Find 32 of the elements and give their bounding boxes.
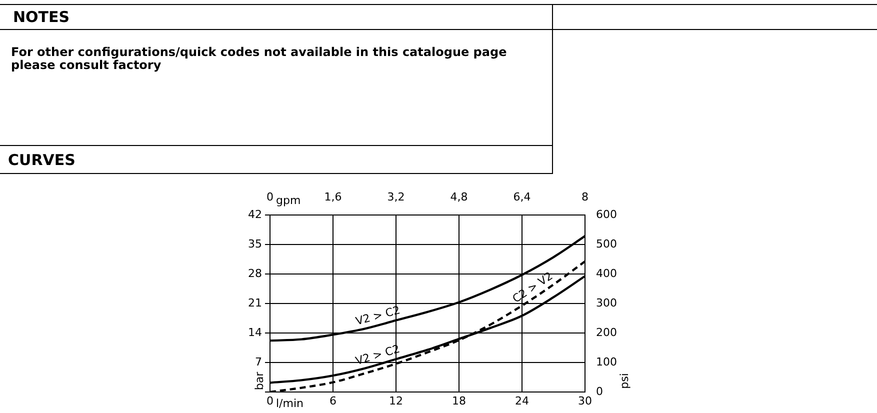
x-tick-label: 18 xyxy=(452,394,466,408)
y2-tick-label: 0 xyxy=(596,384,603,398)
x-tick-label: 12 xyxy=(389,394,403,408)
x-tick-label: 30 xyxy=(578,394,592,408)
y2-tick-label: 100 xyxy=(596,355,617,368)
y-tick-label: 35 xyxy=(248,237,262,250)
y2-tick-label: 500 xyxy=(596,237,617,250)
x-axis-title: l/min xyxy=(276,396,304,410)
y2-axis-title: psi xyxy=(618,373,631,389)
x2-tick-label: 1,6 xyxy=(324,190,342,204)
y-tick-label: 21 xyxy=(248,296,262,310)
x2-tick-label: 8 xyxy=(582,190,588,204)
y-tick-label: 28 xyxy=(248,266,262,280)
x2-tick-label: 0 xyxy=(266,190,274,204)
y-tick-label: 7 xyxy=(255,355,262,368)
x2-tick-label: 4,8 xyxy=(450,190,468,204)
y2-tick-label: 600 xyxy=(596,208,617,221)
y2-tick-label: 400 xyxy=(596,266,617,280)
y-axis-title: bar xyxy=(252,371,266,390)
x-tick-label: 24 xyxy=(515,394,529,408)
x2-tick-label: 6,4 xyxy=(513,190,531,204)
text: NOTES xyxy=(13,8,70,26)
x2-axis-title: gpm xyxy=(276,194,301,207)
text: CURVES xyxy=(8,151,76,169)
y2-tick-label: 300 xyxy=(596,296,617,310)
y2-tick-label: 200 xyxy=(596,326,617,339)
x-tick-label: 6 xyxy=(330,394,336,408)
x2-tick-label: 3,2 xyxy=(387,190,405,204)
y-tick-label: 14 xyxy=(248,326,262,339)
x-tick-label: 0 xyxy=(266,394,274,408)
text: For other configurations/quick codes not available in this catalogue page please consult factory xyxy=(11,45,508,72)
y-tick-label: 42 xyxy=(248,208,262,221)
